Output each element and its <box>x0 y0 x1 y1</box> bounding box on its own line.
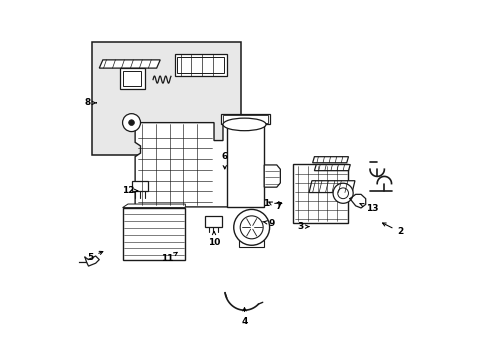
Bar <box>92 42 241 155</box>
Text: 2: 2 <box>382 223 403 237</box>
Polygon shape <box>135 123 260 207</box>
Bar <box>131 181 147 192</box>
Text: 11: 11 <box>161 252 177 264</box>
Text: 9: 9 <box>262 219 274 228</box>
Polygon shape <box>308 181 354 193</box>
Circle shape <box>332 183 352 203</box>
Bar <box>120 68 144 89</box>
Polygon shape <box>312 157 348 163</box>
Text: 5: 5 <box>87 251 102 262</box>
Circle shape <box>233 210 269 245</box>
Circle shape <box>122 114 140 132</box>
Circle shape <box>128 120 134 126</box>
Text: 7: 7 <box>268 202 281 211</box>
Bar <box>226 123 264 207</box>
Text: 10: 10 <box>207 231 220 247</box>
Bar <box>177 57 223 73</box>
Polygon shape <box>99 60 160 68</box>
Bar <box>292 164 348 223</box>
Polygon shape <box>264 165 280 187</box>
Text: 4: 4 <box>241 308 247 326</box>
Bar <box>122 71 141 86</box>
Polygon shape <box>314 165 349 171</box>
Polygon shape <box>122 204 185 208</box>
Text: 8: 8 <box>84 98 96 107</box>
Ellipse shape <box>223 118 265 131</box>
Bar <box>204 216 222 226</box>
Circle shape <box>337 188 348 199</box>
Text: 6: 6 <box>221 152 227 169</box>
Bar <box>122 208 185 260</box>
Bar <box>223 116 267 123</box>
Text: 1: 1 <box>263 199 281 208</box>
Text: 13: 13 <box>359 203 377 213</box>
Circle shape <box>240 216 263 239</box>
Text: 12: 12 <box>122 186 137 195</box>
Bar <box>221 114 269 125</box>
Text: 3: 3 <box>296 222 308 231</box>
Bar <box>174 54 226 76</box>
Bar <box>239 239 264 247</box>
